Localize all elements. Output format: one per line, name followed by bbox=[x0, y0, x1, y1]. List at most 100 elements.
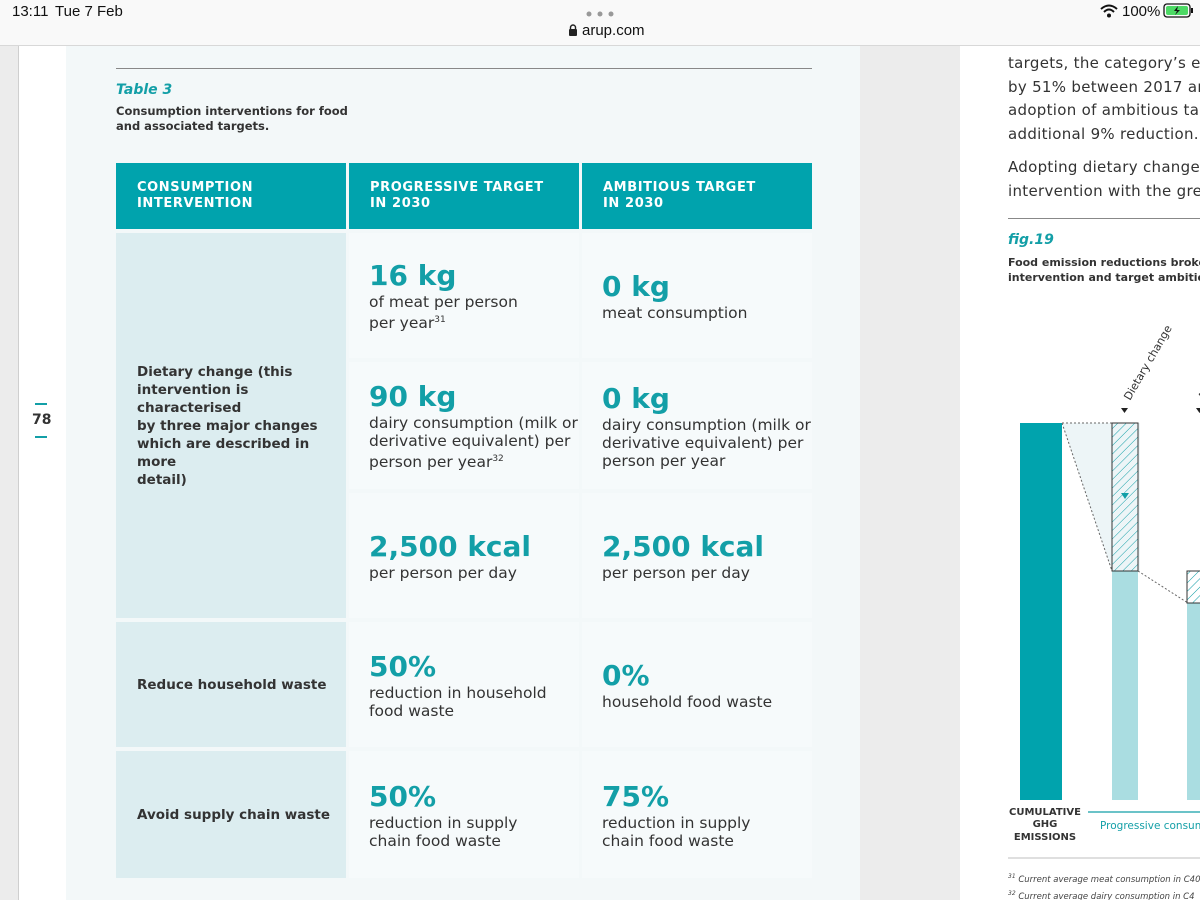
battery-percent: 100% bbox=[1122, 3, 1161, 20]
footnote: 31 Current average meat consumption in C… bbox=[1008, 870, 1200, 887]
intervention-line: detail) bbox=[137, 471, 187, 488]
down-arrow bbox=[1121, 493, 1129, 499]
caption-line: Food emission reductions broken bbox=[1008, 256, 1200, 269]
target-cell: 50% reduction in household food waste bbox=[349, 622, 579, 747]
target-text: person per year32 bbox=[369, 453, 504, 471]
table: CONSUMPTION INTERVENTION PROGRESSIVE TARGE… bbox=[116, 163, 812, 878]
target-cell: 75% reduction in supply chain food waste bbox=[582, 751, 812, 878]
header-line: CONSUMPTION bbox=[137, 180, 254, 195]
footnote-ref: 31 bbox=[434, 315, 446, 325]
target-value: 75% bbox=[602, 779, 670, 813]
target-text: reduction in household bbox=[369, 683, 547, 702]
reduction-bar bbox=[1186, 570, 1200, 604]
header-line: INTERVENTION bbox=[137, 196, 254, 211]
target-value: 90 kg bbox=[369, 380, 457, 413]
right-page: targets, the category’s emi by 51% betwee… bbox=[960, 46, 1200, 900]
target-text: food waste bbox=[369, 701, 455, 720]
paragraph-line: targets, the category’s emi bbox=[1008, 54, 1200, 72]
target-text: dairy consumption (milk or bbox=[369, 414, 578, 432]
target-text: per person per day bbox=[602, 563, 750, 582]
target-text: meat consumption bbox=[602, 303, 748, 322]
target-value: 50% bbox=[369, 779, 437, 813]
page-number-mark bbox=[35, 436, 47, 438]
target-text: dairy consumption (milk or bbox=[602, 415, 811, 434]
paragraph-line: additional 9% reduction. bbox=[1008, 124, 1199, 143]
axis-label: EMISSIONS bbox=[1014, 832, 1076, 843]
target-cell: 0 kg dairy consumption (milk or derivative… bbox=[582, 362, 812, 489]
header-cell: CONSUMPTION INTERVENTION bbox=[116, 163, 346, 229]
marker bbox=[1121, 408, 1128, 413]
column-label: Av bbox=[1195, 384, 1200, 403]
remaining-bar bbox=[1187, 603, 1200, 800]
target-value: 0 kg bbox=[602, 269, 670, 303]
intervention-line: Avoid supply chain waste bbox=[137, 806, 331, 823]
total-bar bbox=[1020, 423, 1062, 800]
footnote: 32 Current average dairy consumption in … bbox=[1008, 887, 1200, 900]
header-line: IN 2030 bbox=[603, 196, 664, 211]
footnote-number: 31 bbox=[1008, 873, 1016, 880]
intervention-line: Reduce household waste bbox=[137, 676, 327, 693]
url[interactable]: arup.com bbox=[582, 22, 645, 39]
footnote-number: 32 bbox=[1008, 890, 1016, 897]
header-line: AMBITIOUS TARGET bbox=[603, 180, 756, 195]
target-text: chain food waste bbox=[369, 831, 501, 850]
target-value: 2,500 kcal bbox=[602, 529, 765, 563]
footnote-ref: 32 bbox=[492, 454, 504, 464]
intervention-cell: Reduce household waste bbox=[116, 622, 346, 747]
table-caption: Consumption interventions for food and as… bbox=[116, 104, 348, 134]
time: 13:11 bbox=[12, 3, 49, 20]
figure-label: fig.19 bbox=[1008, 232, 1054, 248]
target-text: person per year bbox=[602, 451, 726, 470]
target-text: derivative equivalent) per bbox=[602, 433, 804, 452]
target-cell: 0% household food waste bbox=[582, 622, 812, 747]
intervention-line: Dietary change (this bbox=[137, 363, 293, 380]
header-cell: PROGRESSIVE TARGET IN 2030 bbox=[349, 163, 579, 229]
intervention-line: by three major changes bbox=[137, 417, 318, 434]
gutter bbox=[860, 46, 960, 900]
target-text: per person per day bbox=[369, 563, 517, 582]
footnote-text: Current average dairy consumption in C4 bbox=[1018, 892, 1195, 900]
paragraph-line: Adopting dietary change i bbox=[1008, 158, 1200, 176]
target-value: 2,500 kcal bbox=[369, 529, 532, 563]
target-cell: 90 kg dairy consumption (milk or derivativ… bbox=[349, 362, 579, 489]
target-value: 0 kg bbox=[602, 381, 670, 415]
connector bbox=[1137, 570, 1189, 604]
intervention-line: which are described in more bbox=[137, 435, 310, 470]
intervention-cell: Dietary change (this intervention is char… bbox=[116, 233, 346, 618]
group-label: Progressive consum bbox=[1100, 820, 1200, 832]
remaining-bar bbox=[1112, 571, 1138, 800]
target-value: 50% bbox=[369, 649, 437, 683]
target-cell: 2,500 kcal per person per day bbox=[349, 493, 579, 618]
target-text: chain food waste bbox=[602, 831, 734, 850]
intervention-line: intervention is characterised bbox=[137, 381, 249, 416]
header-line: PROGRESSIVE TARGET bbox=[370, 180, 544, 195]
axis-label: GHG bbox=[1033, 819, 1058, 830]
header-line: IN 2030 bbox=[370, 196, 431, 211]
target-value: 0% bbox=[602, 658, 650, 692]
intervention-cell: Avoid supply chain waste bbox=[116, 751, 346, 878]
column-label: Dietary change bbox=[1121, 323, 1175, 403]
paragraph-line: intervention with the gre bbox=[1008, 181, 1200, 200]
battery-icon bbox=[1163, 3, 1193, 18]
figure-chart: Dietary change Av CUMULATIVE GHG EMISSIO… bbox=[1008, 323, 1200, 859]
figure-rule bbox=[1008, 218, 1200, 219]
figure-caption: Food emission reductions broken intervent… bbox=[1008, 255, 1200, 285]
date: Tue 7 Feb bbox=[55, 3, 123, 20]
axis-label: CUMULATIVE bbox=[1009, 807, 1081, 818]
footnotes: 31 Current average meat consumption in C… bbox=[1008, 870, 1200, 900]
paragraph: targets, the category’s emi by 51% betwee… bbox=[1008, 52, 1200, 203]
target-text: household food waste bbox=[602, 692, 773, 711]
caption-line: and associated targets. bbox=[116, 119, 270, 133]
target-text: derivative equivalent) per bbox=[369, 432, 571, 450]
page-number-mark bbox=[35, 403, 47, 405]
top-rule bbox=[116, 68, 812, 69]
tab-dots[interactable] bbox=[585, 10, 615, 18]
target-value: 16 kg bbox=[369, 259, 457, 292]
target-cell: 0 kg meat consumption bbox=[582, 233, 812, 358]
target-cell: 2,500 kcal per person per day bbox=[582, 493, 812, 618]
lock-icon bbox=[569, 24, 577, 36]
header-cell: AMBITIOUS TARGET IN 2030 bbox=[582, 163, 812, 229]
status-bar: 13:11 Tue 7 Feb arup.com 100% bbox=[0, 0, 1200, 46]
table-label: Table 3 bbox=[116, 82, 173, 98]
